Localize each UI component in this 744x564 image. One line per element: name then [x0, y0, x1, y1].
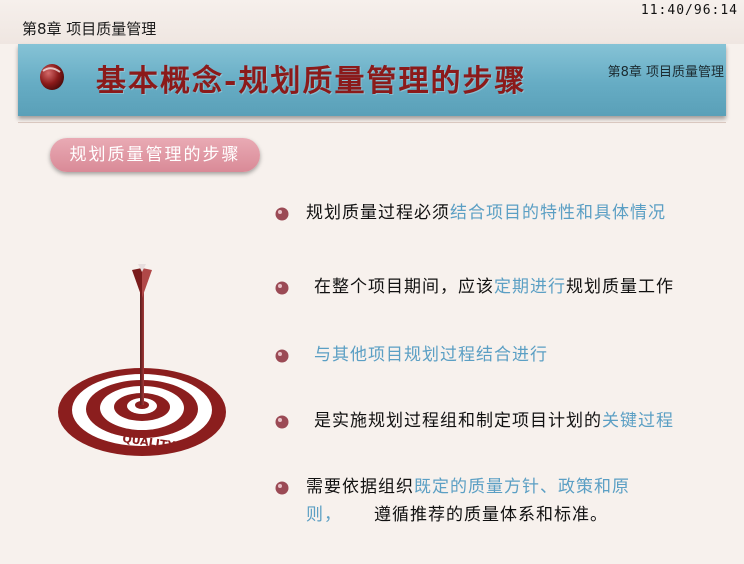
top-bar: 第8章 项目质量管理 11:40/96:14	[0, 0, 744, 44]
chapter-label: 第8章 项目质量管理	[22, 20, 157, 38]
quality-target-image: QUALITY	[58, 264, 226, 456]
title-banner	[18, 44, 726, 116]
bullet-icon	[275, 281, 289, 295]
bullet-icon	[275, 415, 289, 429]
page-title: 基本概念-规划质量管理的步骤	[96, 64, 527, 99]
bullet-icon	[275, 349, 289, 363]
ball-bullet-icon	[40, 64, 64, 90]
bullet-icon	[275, 207, 289, 221]
section-heading-pill: 规划质量管理的步骤	[50, 138, 260, 172]
divider	[18, 122, 726, 123]
watermark-logo	[556, 18, 706, 42]
bullet-icon	[275, 481, 289, 495]
playback-timestamp: 11:40/96:14	[640, 3, 738, 18]
banner-chapter-label: 第8章 项目质量管理	[607, 65, 724, 80]
